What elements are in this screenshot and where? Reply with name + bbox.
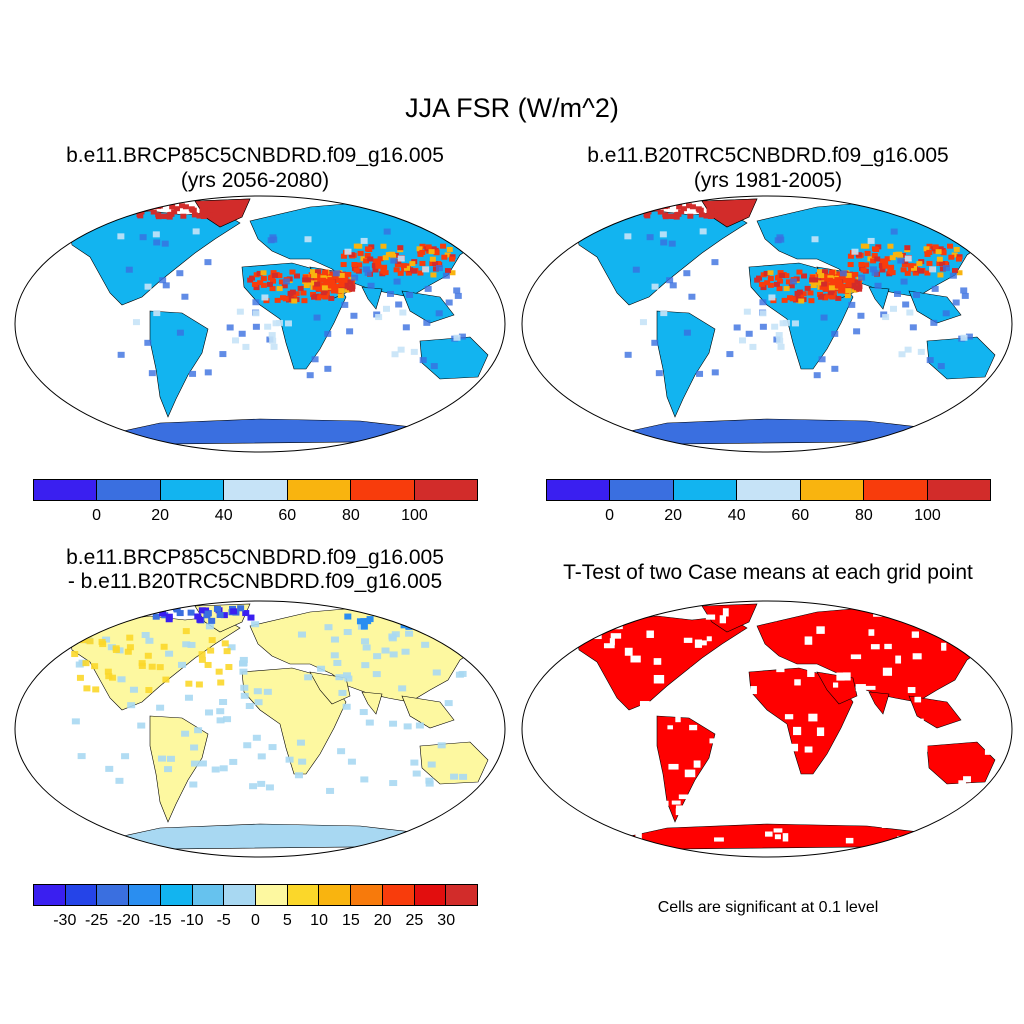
colorbar-tick-label: 20 bbox=[373, 912, 392, 929]
colorbar-tick-label: -20 bbox=[116, 912, 140, 929]
colorbar-swatch bbox=[97, 480, 161, 500]
colorbar-swatch bbox=[224, 885, 257, 905]
colorbar-future-ticks: 0 20 40 60 80 100 bbox=[33, 507, 478, 527]
colorbar-tick-label: 0 bbox=[92, 507, 102, 524]
map-panel-future bbox=[14, 195, 506, 453]
colorbar-swatch bbox=[160, 480, 225, 500]
colorbar-difference-ticks: -30 -25 -20 -15 -10 -5 0 5 10 15 20 25 30 bbox=[33, 912, 478, 932]
colorbar-swatch bbox=[287, 480, 352, 500]
colorbar-tick-label: 100 bbox=[401, 507, 428, 524]
panel-3-title-line2: - b.e11.B20TRC5CNBDRD.f09_g16.005 bbox=[67, 570, 443, 593]
colorbar-swatch bbox=[351, 885, 383, 905]
colorbar-swatch bbox=[446, 885, 478, 905]
colorbar-swatch bbox=[319, 885, 352, 905]
colorbar-swatch bbox=[192, 885, 225, 905]
colorbar-tick-label: 60 bbox=[278, 507, 297, 524]
land-australia bbox=[926, 336, 996, 380]
land-india bbox=[868, 286, 890, 310]
colorbar-tick-label: 10 bbox=[310, 912, 328, 929]
panel-2-title-line1: b.e11.B20TRC5CNBDRD.f09_g16.005 bbox=[587, 144, 949, 167]
colorbar-tick-label: -30 bbox=[53, 912, 77, 929]
land-northAmerica bbox=[69, 615, 241, 711]
colorbar-tick-label: 80 bbox=[854, 507, 873, 524]
colorbar-tick-label: 30 bbox=[437, 912, 456, 929]
map-panel-ttest bbox=[521, 600, 1013, 858]
land-northAmerica bbox=[69, 210, 241, 306]
land-northAmerica bbox=[576, 210, 748, 306]
colorbar-swatch bbox=[864, 480, 928, 500]
colorbar-tick-label: 20 bbox=[151, 507, 170, 524]
significance-note: Cells are significant at 0.1 level bbox=[657, 899, 879, 916]
panel-3-title-line1: b.e11.BRCP85C5CNBDRD.f09_g16.005 bbox=[66, 546, 444, 569]
map-boundary bbox=[14, 600, 506, 858]
colorbar-historical-ticks: 0 20 40 60 80 100 bbox=[546, 507, 991, 527]
colorbar-swatch bbox=[414, 885, 447, 905]
colorbar-swatch bbox=[927, 480, 990, 500]
colorbar-swatch bbox=[65, 885, 98, 905]
land-australia bbox=[926, 741, 996, 785]
colorbar-swatch bbox=[610, 480, 674, 500]
colorbar-tick-label: 40 bbox=[214, 507, 233, 524]
colorbar-swatch bbox=[34, 480, 98, 500]
land-india bbox=[361, 691, 383, 715]
colorbar-swatch bbox=[547, 480, 611, 500]
panel-4-title: T-Test of two Case means at each grid po… bbox=[563, 561, 973, 584]
panel-1-title-line2: (yrs 2056-2080) bbox=[180, 169, 330, 192]
colorbar-swatch bbox=[129, 885, 161, 905]
colorbar-tick-label: -15 bbox=[148, 912, 172, 929]
colorbar-swatch bbox=[287, 885, 320, 905]
main-title: JJA FSR (W/m^2) bbox=[405, 93, 619, 123]
colorbar-tick-label: 15 bbox=[341, 912, 360, 929]
colorbar-swatch bbox=[160, 885, 193, 905]
colorbar-tick-label: 5 bbox=[282, 912, 292, 929]
map-panel-difference bbox=[14, 600, 506, 858]
land-australia bbox=[419, 336, 489, 380]
colorbar-tick-label: 60 bbox=[791, 507, 810, 524]
land-seAsia bbox=[401, 695, 455, 729]
colorbar-tick-label: 0 bbox=[251, 912, 260, 929]
colorbar-tick-label: -10 bbox=[180, 912, 204, 929]
colorbar-swatch bbox=[382, 885, 415, 905]
land-seAsia bbox=[908, 695, 962, 729]
colorbar-swatch bbox=[800, 480, 865, 500]
colorbar-swatch bbox=[34, 885, 66, 905]
land-india bbox=[361, 286, 383, 310]
colorbar-swatch bbox=[256, 885, 288, 905]
land-southAmerica bbox=[149, 310, 209, 418]
panel-1-title-line1: b.e11.BRCP85C5CNBDRD.f09_g16.005 bbox=[66, 144, 444, 167]
colorbar-difference bbox=[33, 884, 478, 906]
colorbar-tick-label: 20 bbox=[664, 507, 683, 524]
map-boundary bbox=[521, 600, 1013, 858]
land-northAmerica bbox=[576, 615, 748, 711]
colorbar-future bbox=[33, 479, 478, 501]
panel-2-title-line2: (yrs 1981-2005) bbox=[693, 169, 843, 192]
colorbar-tick-label: 40 bbox=[727, 507, 746, 524]
land-india bbox=[868, 691, 890, 715]
colorbar-swatch bbox=[673, 480, 738, 500]
colorbar-historical bbox=[546, 479, 991, 501]
map-boundary bbox=[521, 195, 1013, 453]
land-australia bbox=[419, 741, 489, 785]
map-boundary bbox=[14, 195, 506, 453]
colorbar-tick-label: 80 bbox=[341, 507, 360, 524]
colorbar-tick-label: 100 bbox=[914, 507, 941, 524]
colorbar-swatch bbox=[224, 480, 288, 500]
map-panel-historical bbox=[521, 195, 1013, 453]
colorbar-swatch bbox=[351, 480, 415, 500]
colorbar-tick-label: -25 bbox=[85, 912, 109, 929]
colorbar-tick-label: 25 bbox=[405, 912, 424, 929]
colorbar-swatch bbox=[414, 480, 477, 500]
colorbar-tick-label: 0 bbox=[605, 507, 615, 524]
land-southAmerica bbox=[656, 310, 716, 418]
colorbar-swatch bbox=[737, 480, 801, 500]
colorbar-tick-label: -5 bbox=[216, 912, 231, 929]
colorbar-swatch bbox=[97, 885, 130, 905]
land-southAmerica bbox=[656, 715, 716, 823]
